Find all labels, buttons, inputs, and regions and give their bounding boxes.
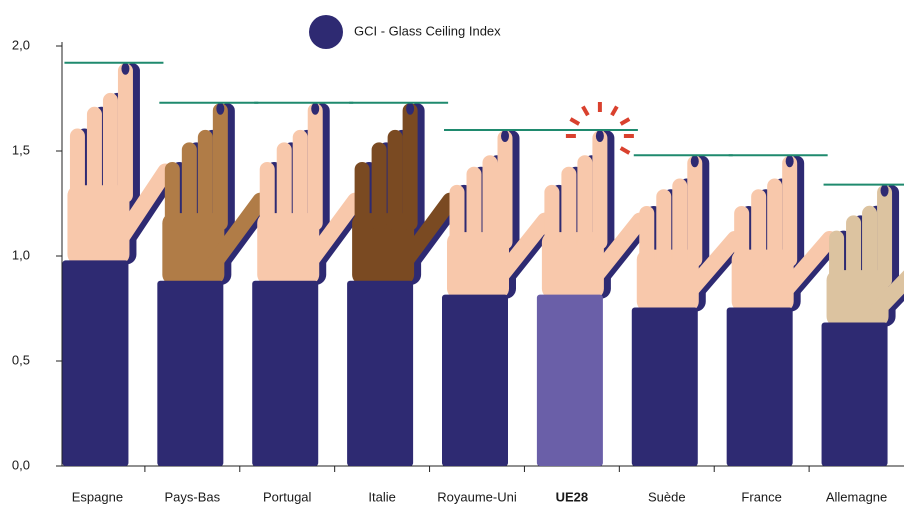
- hand: [257, 111, 355, 285]
- burst: [621, 148, 630, 153]
- nail: [596, 130, 604, 142]
- legend-label: GCI - Glass Ceiling Index: [354, 23, 501, 38]
- nail: [691, 155, 699, 167]
- x-tick-label: Suède: [648, 489, 686, 504]
- x-tick-label: Allemagne: [826, 489, 887, 504]
- hand: [542, 138, 640, 299]
- nail: [311, 103, 319, 115]
- hand-bar: [62, 63, 172, 466]
- y-tick-label: 1,5: [12, 142, 30, 157]
- y-tick-label: 1,0: [12, 247, 30, 262]
- sleeve: [727, 307, 793, 466]
- hand-bar: [727, 155, 837, 466]
- x-tick-label: Pays-Bas: [165, 489, 221, 504]
- x-tick-label: Espagne: [72, 489, 123, 504]
- nail: [216, 103, 224, 115]
- nail: [881, 185, 889, 197]
- hand-bar: [442, 130, 552, 466]
- y-tick-label: 2,0: [12, 37, 30, 52]
- sleeve: [62, 260, 128, 466]
- sleeve: [822, 322, 888, 466]
- x-tick-label: Royaume-Uni: [437, 489, 517, 504]
- sleeve: [537, 295, 603, 466]
- sleeve: [252, 281, 318, 466]
- hand: [732, 163, 830, 311]
- sleeve: [442, 295, 508, 466]
- x-tick-label: Italie: [368, 489, 395, 504]
- legend-swatch: [309, 15, 343, 49]
- hand-bar: [157, 103, 267, 466]
- hand: [447, 138, 545, 299]
- nail: [121, 63, 129, 75]
- x-tick-label: UE28: [556, 489, 589, 504]
- burst: [612, 107, 617, 116]
- hand-bar: [822, 185, 904, 466]
- nail: [406, 103, 414, 115]
- sleeve: [157, 281, 223, 466]
- nail: [501, 130, 509, 142]
- chart: GCI - Glass Ceiling Index 0,0 0,5 1,0 1,5 2,…: [0, 0, 904, 509]
- y-tick-label: 0,5: [12, 352, 30, 367]
- burst: [570, 119, 579, 124]
- burst: [583, 107, 588, 116]
- hand-bar: [537, 130, 647, 466]
- x-tick-label: Portugal: [263, 489, 312, 504]
- hand: [352, 111, 450, 285]
- sleeve: [347, 281, 413, 466]
- hand-bar: [632, 155, 742, 466]
- sleeve: [632, 307, 698, 466]
- hand-bar: [252, 103, 362, 466]
- hand: [637, 163, 735, 311]
- hand-bar: [347, 103, 457, 466]
- y-tick-label: 0,0: [12, 457, 30, 472]
- x-tick-label: France: [741, 489, 781, 504]
- nail: [786, 155, 794, 167]
- hand: [162, 111, 260, 285]
- burst: [621, 119, 630, 124]
- hand: [67, 71, 165, 265]
